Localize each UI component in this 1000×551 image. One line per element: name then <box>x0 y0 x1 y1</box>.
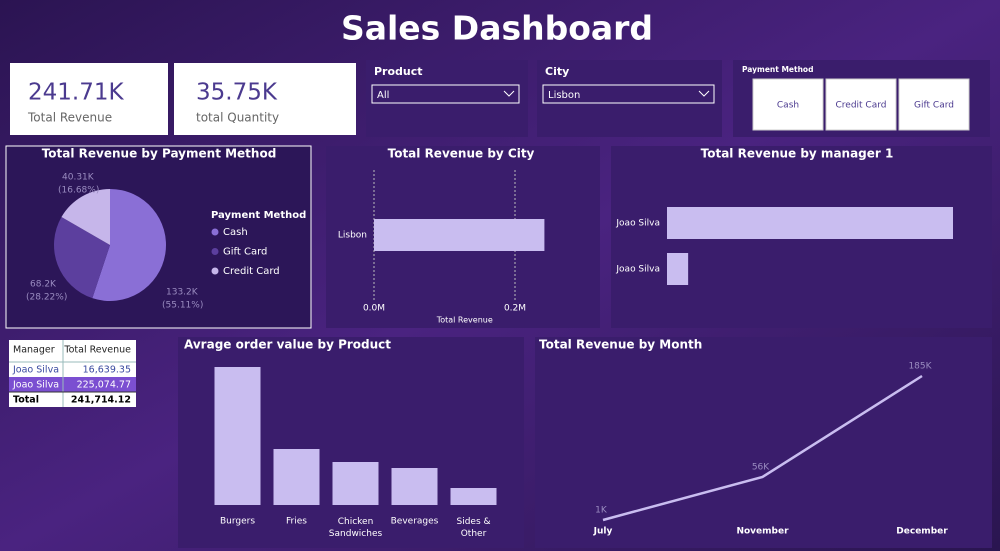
legend-label: Credit Card <box>223 266 280 277</box>
bar <box>667 207 953 239</box>
legend-label: Gift Card <box>223 247 267 258</box>
panel <box>366 60 528 137</box>
table-cell: Joao Silva <box>12 380 59 391</box>
line <box>602 374 923 522</box>
slicer-label: City <box>545 65 569 78</box>
data-label: 185K <box>908 362 932 372</box>
x-tick-label: July <box>593 527 613 537</box>
button-label[interactable]: Gift Card <box>914 101 954 111</box>
row-highlight <box>9 377 136 392</box>
x-tick-label: Beverages <box>391 517 439 527</box>
table-cell: 16,639.35 <box>83 365 131 376</box>
slicer-label: Product <box>374 65 423 78</box>
y-tick-label: Lisbon <box>338 231 367 241</box>
percent-label: (55.11%) <box>162 301 203 311</box>
card <box>10 63 168 135</box>
table-cell: Total <box>13 395 39 406</box>
chevron <box>503 90 515 97</box>
button-label[interactable]: Cash <box>777 101 799 111</box>
chart-title: Total Revenue by City <box>388 147 535 161</box>
legend-marker <box>211 267 219 275</box>
legend-marker <box>211 228 219 236</box>
legend-title: Payment Method <box>211 210 306 221</box>
panel <box>535 337 992 548</box>
data-label: 68.2K <box>30 280 57 290</box>
slicer-label: Payment Method <box>742 65 813 74</box>
filter-button[interactable] <box>752 78 824 131</box>
dropdown-value[interactable]: Lisbon <box>548 90 580 101</box>
x-axis-label: Total Revenue <box>436 316 493 325</box>
data-label: 56K <box>752 462 770 472</box>
data-label: 40.31K <box>62 173 95 183</box>
pie-slice <box>92 189 166 301</box>
bar <box>391 468 438 505</box>
filter-button[interactable] <box>898 78 970 131</box>
filter-button[interactable] <box>825 78 897 131</box>
percent-label: (16.68%) <box>58 186 99 196</box>
dropdown[interactable] <box>371 84 520 104</box>
chart-title: Avrage order value by Product <box>184 338 391 352</box>
bar <box>214 367 261 505</box>
data-label: 1K <box>595 506 608 516</box>
dropdown-value[interactable]: All <box>377 90 389 101</box>
x-tick-label: December <box>896 527 948 537</box>
card <box>174 63 356 135</box>
bar <box>273 449 320 505</box>
table-header: Total Revenue <box>63 345 131 356</box>
button-label[interactable]: Credit Card <box>836 101 887 111</box>
card-value: 241.71K <box>28 80 124 106</box>
pie-slice <box>61 189 110 245</box>
percent-label: (28.22%) <box>26 293 67 303</box>
table-cell: Joao Silva <box>12 365 59 376</box>
card-label: Total Revenue <box>27 111 112 125</box>
dashboard-title: Sales Dashboard <box>341 9 653 48</box>
bar <box>450 488 497 505</box>
x-tick-label: November <box>736 527 789 537</box>
x-tick-label: 0.0M <box>363 304 385 314</box>
x-tick-label: Sides & Other <box>456 517 490 539</box>
data-label: 133.2K <box>166 288 199 298</box>
pie-slice <box>53 217 110 299</box>
x-tick-label: Burgers <box>220 517 255 527</box>
bar <box>667 253 689 285</box>
bar <box>332 462 379 505</box>
x-tick-label: Fries <box>286 517 307 527</box>
legend-marker <box>211 248 219 255</box>
table-cell: 225,074.77 <box>77 380 131 391</box>
card-label: total Quantity <box>196 111 279 125</box>
legend-label: Cash <box>223 227 248 238</box>
x-tick-label: Chicken Sandwiches <box>329 517 383 539</box>
chart-title: Total Revenue by Payment Method <box>42 147 277 161</box>
chart-title: Total Revenue by Month <box>539 338 702 352</box>
panel <box>537 60 722 137</box>
chart-title: Total Revenue by manager 1 <box>701 147 894 161</box>
y-tick-label: Joao Silva <box>615 265 660 275</box>
x-tick-label: 0.2M <box>504 304 526 314</box>
table <box>9 340 136 407</box>
card-value: 35.75K <box>196 80 278 106</box>
bar <box>374 219 545 251</box>
chevron <box>698 90 710 97</box>
table-cell: 241,714.12 <box>71 395 131 406</box>
y-tick-label: Joao Silva <box>615 219 660 229</box>
table-header: Manager <box>13 345 55 356</box>
dropdown[interactable] <box>542 84 715 104</box>
